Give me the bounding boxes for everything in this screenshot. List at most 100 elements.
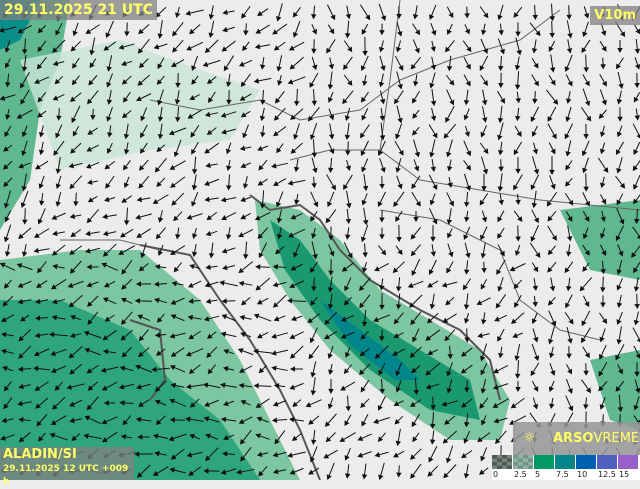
wind-arrow — [35, 298, 49, 305]
wind-arrow — [275, 90, 285, 104]
wind-arrow — [546, 89, 559, 105]
wind-arrow — [463, 191, 470, 208]
wind-arrow — [188, 364, 201, 374]
legend-tick: 2.5 — [514, 470, 527, 479]
wind-arrow — [428, 259, 437, 275]
wind-arrow — [444, 415, 456, 425]
wind-arrow — [87, 381, 98, 391]
wind-arrow — [289, 331, 304, 339]
wind-arrow — [616, 208, 625, 225]
wind-arrow — [188, 298, 201, 304]
wind-arrow — [255, 277, 271, 291]
wind-arrow — [529, 242, 541, 258]
wind-arrow — [480, 363, 488, 376]
wind-arrow — [154, 380, 167, 392]
wind-arrow — [463, 464, 470, 479]
wind-arrow — [206, 127, 217, 136]
wind-arrow — [444, 329, 456, 342]
wind-arrow — [566, 5, 572, 20]
wind-arrow — [175, 227, 181, 240]
wind-arrow — [1, 348, 15, 355]
wind-arrow — [172, 22, 184, 37]
wind-arrow — [345, 190, 352, 209]
wind-arrow — [221, 247, 236, 254]
wind-arrow — [396, 105, 403, 124]
wind-arrow — [344, 346, 351, 358]
wind-arrow — [220, 382, 238, 389]
legend-tick: 12.5 — [598, 470, 616, 479]
wind-arrow — [581, 310, 591, 327]
wind-arrow — [374, 345, 389, 359]
wind-arrow — [259, 107, 266, 122]
wind-arrow — [287, 179, 306, 186]
wind-arrow — [50, 348, 67, 356]
coastline-italy — [139, 244, 321, 480]
wind-arrow — [565, 106, 572, 123]
wind-arrow — [120, 434, 133, 440]
wind-arrow — [204, 399, 220, 407]
wind-arrow — [310, 191, 319, 208]
wind-arrow — [327, 345, 334, 359]
wind-arrow — [36, 414, 48, 427]
wind-arrow — [549, 277, 556, 292]
wind-arrow — [395, 40, 402, 53]
wind-arrow — [191, 174, 198, 191]
wind-arrow — [324, 311, 338, 325]
wind-arrow — [202, 382, 221, 389]
wind-arrow — [617, 107, 623, 122]
wind-arrow — [18, 328, 32, 342]
wind-arrow — [531, 156, 540, 175]
wind-arrow — [379, 176, 385, 189]
wind-arrow — [565, 294, 573, 309]
wind-arrow — [86, 364, 99, 374]
wind-arrow — [566, 39, 573, 54]
wind-arrow — [377, 191, 386, 208]
wind-arrow — [634, 72, 640, 89]
wind-arrow — [258, 159, 268, 171]
wind-arrow — [549, 21, 555, 38]
wind-arrow — [531, 209, 539, 224]
wind-arrow — [447, 228, 453, 239]
wind-arrow — [0, 94, 16, 101]
wind-arrow — [358, 363, 371, 376]
wind-arrow — [324, 331, 338, 340]
wind-arrow — [175, 6, 181, 19]
wind-arrow — [289, 280, 304, 288]
wind-arrow — [396, 6, 402, 19]
wind-arrow — [443, 123, 457, 139]
wind-arrow — [205, 447, 219, 462]
wind-arrow — [395, 293, 402, 310]
wind-arrow — [616, 125, 623, 138]
wind-arrow — [480, 156, 489, 175]
wind-arrow — [515, 37, 522, 56]
wind-arrow — [548, 346, 555, 359]
wind-arrow — [83, 433, 102, 440]
wind-arrow — [480, 38, 488, 54]
wind-arrow — [582, 192, 590, 207]
wind-arrow — [140, 107, 148, 122]
wind-arrow — [293, 123, 300, 140]
wind-arrow — [38, 175, 45, 190]
wind-arrow — [238, 382, 253, 389]
wind-arrow — [514, 244, 521, 257]
wind-arrow — [598, 381, 608, 392]
wind-arrow — [135, 364, 153, 373]
wind-arrow — [86, 396, 99, 411]
wind-arrow — [583, 397, 589, 410]
wind-arrow — [311, 39, 317, 54]
wind-arrow — [429, 412, 436, 430]
wind-arrow — [345, 227, 351, 240]
wind-arrow — [20, 314, 30, 322]
wind-arrow — [50, 415, 67, 425]
wind-arrow — [3, 279, 12, 289]
wind-arrow — [498, 72, 504, 89]
wind-arrow — [118, 43, 135, 50]
wind-arrow — [255, 24, 270, 34]
wind-arrow — [238, 280, 253, 287]
wind-arrow — [566, 364, 573, 375]
wind-arrow — [136, 196, 151, 203]
wind-arrow — [137, 314, 150, 322]
wind-arrow — [174, 90, 181, 105]
wind-arrow — [600, 244, 607, 257]
